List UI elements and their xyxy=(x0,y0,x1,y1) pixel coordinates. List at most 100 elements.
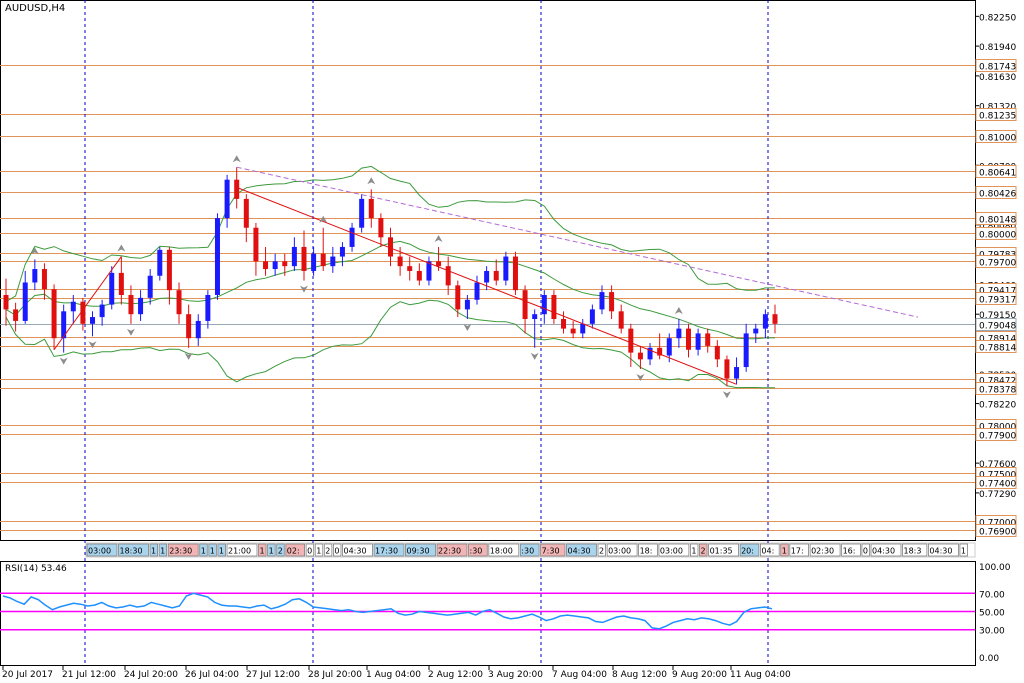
candle-body xyxy=(561,319,567,329)
candle-body xyxy=(657,347,663,356)
time-tick-label: 2 Aug 12:00 xyxy=(428,670,483,680)
session-label-box xyxy=(519,543,540,557)
candle-body xyxy=(176,290,182,315)
session-label-box xyxy=(158,543,168,557)
session-label-box xyxy=(780,543,789,557)
price-tag-label: 0.77000 xyxy=(979,519,1016,529)
session-label-box xyxy=(217,543,226,557)
candle-body xyxy=(243,198,249,228)
candle-body xyxy=(214,218,220,295)
session-label-box xyxy=(760,543,780,557)
session-label: 03:00 xyxy=(88,547,111,556)
session-label-box xyxy=(566,543,597,557)
rsi-panel-border xyxy=(0,561,976,666)
time-tick-label: 9 Aug 20:00 xyxy=(672,670,727,680)
candle-body xyxy=(80,301,86,324)
session-labels: 03:00 18:30 1 1 23:30 1 1 1 21:00 1 1 2 02: 0 1 2 0 04:30… xyxy=(86,543,968,557)
candle-body xyxy=(32,269,38,283)
rsi-line xyxy=(2,592,773,630)
candle-body xyxy=(388,237,393,257)
session-label: 03:00 xyxy=(608,547,631,556)
price-tag-box xyxy=(975,318,1017,331)
time-tick-label: 11 Aug 04:00 xyxy=(730,670,791,680)
time-tick-label: 3 Aug 20:00 xyxy=(488,670,543,680)
candle-body xyxy=(397,256,403,267)
time-tick-label: 7 Aug 04:00 xyxy=(552,670,607,680)
session-label-box xyxy=(658,543,690,557)
session-label-box xyxy=(468,543,488,557)
price-tick-label: 0.81940 xyxy=(979,43,1016,53)
session-label: 18:00 xyxy=(490,547,513,556)
session-label: 0 xyxy=(863,547,868,556)
session-label-box xyxy=(809,543,841,557)
fractal-down-marker xyxy=(126,328,135,336)
session-label: 1 xyxy=(691,547,696,556)
fractal-down-marker xyxy=(184,352,193,360)
session-label: 04:30 xyxy=(872,547,895,556)
candle-body xyxy=(580,323,586,334)
candle-body xyxy=(147,275,153,298)
rsi-tick-label: 100.00 xyxy=(979,563,1011,573)
session-label-box xyxy=(373,543,405,557)
time-tick-label: 24 Jul 20:00 xyxy=(124,670,178,680)
price-tag-label: 0.78814 xyxy=(979,344,1016,354)
time-tick-label: 21 Jul 12:00 xyxy=(62,670,116,680)
candle-body xyxy=(436,261,442,267)
candle-body xyxy=(118,272,124,295)
price-tag-label: 0.81235 xyxy=(979,112,1016,122)
session-label-box xyxy=(959,543,968,557)
session-label: 04: xyxy=(761,547,774,556)
candle-body xyxy=(253,227,259,262)
price-tick-label: 0.80080 xyxy=(979,222,1016,232)
candle-body xyxy=(359,198,365,228)
price-tag-box xyxy=(975,212,1017,225)
candle-body xyxy=(22,282,28,321)
candle-body xyxy=(685,328,691,350)
rsi-tick-label: 70.00 xyxy=(979,590,1005,600)
price-tag-box xyxy=(975,108,1017,121)
fractal-down-marker xyxy=(59,357,68,365)
session-label: 1 xyxy=(260,547,265,556)
candle-body xyxy=(301,246,307,271)
session-label: 1 xyxy=(210,547,215,556)
candle-body xyxy=(195,320,201,339)
candle-body xyxy=(109,272,115,305)
candle-body xyxy=(464,299,470,310)
session-label-box xyxy=(314,543,324,557)
fractal-up-marker xyxy=(319,215,328,223)
time-tick-label: 27 Jul 12:00 xyxy=(246,670,300,680)
price-tag-label: 0.78914 xyxy=(979,335,1016,345)
time-tick-label: 28 Jul 20:00 xyxy=(308,670,362,680)
price-tag-box xyxy=(975,165,1017,178)
fractal-up-marker xyxy=(434,234,443,242)
price-tag-label: 0.80148 xyxy=(979,216,1016,226)
candle-body xyxy=(522,290,528,320)
candle-body xyxy=(51,289,57,339)
session-label-box xyxy=(323,543,333,557)
candle-body xyxy=(570,328,576,334)
candle-body xyxy=(426,261,432,281)
price-tag-label: 0.80426 xyxy=(979,190,1016,200)
candle-body xyxy=(263,261,269,270)
session-label: 0 xyxy=(307,547,312,556)
candles xyxy=(3,167,778,387)
price-tag-box xyxy=(975,59,1017,72)
time-tick-label: 20 Jul 2017 xyxy=(2,670,53,680)
trend-line-resistance xyxy=(236,166,919,318)
rsi-tick-label: 0.00 xyxy=(979,654,999,664)
price-tag-box xyxy=(975,382,1017,395)
candle-body xyxy=(628,328,634,353)
session-label-box xyxy=(436,543,468,557)
session-label-box xyxy=(928,543,959,557)
candle-body xyxy=(90,317,96,324)
session-label: 2 xyxy=(325,547,330,556)
price-tag-label: 0.78472 xyxy=(979,377,1016,387)
price-tag-box xyxy=(975,255,1017,268)
candle-body xyxy=(743,333,749,368)
candle-body xyxy=(512,256,518,291)
rsi-label: RSI(14) 53.46 xyxy=(5,564,67,574)
session-label-box xyxy=(199,543,208,557)
candle-body xyxy=(339,246,345,257)
candle-body xyxy=(474,282,480,300)
